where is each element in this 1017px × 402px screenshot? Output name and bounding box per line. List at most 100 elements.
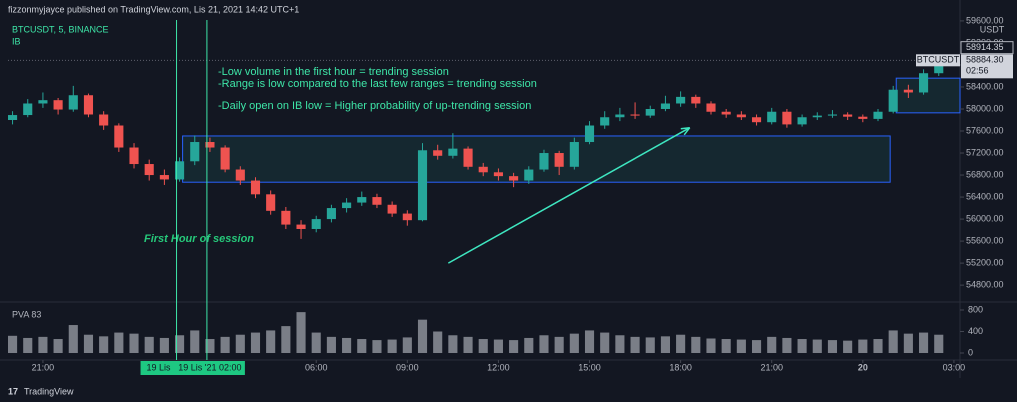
volume-bar xyxy=(342,337,352,354)
candle-body xyxy=(493,172,503,177)
volume-bar xyxy=(38,336,48,354)
candle-body xyxy=(919,73,929,93)
candle-body xyxy=(311,219,321,229)
candle-body xyxy=(615,114,625,118)
volume-bar xyxy=(433,331,443,354)
volume-tick-label: 400 xyxy=(968,326,983,336)
session-note: First Hour of session xyxy=(144,233,254,245)
candle-body xyxy=(433,150,443,156)
candle-body xyxy=(250,180,261,195)
last-price-label: 58884.30 xyxy=(966,55,1004,65)
candle-body xyxy=(281,210,291,225)
x-tick-label: 15:00 xyxy=(578,362,601,372)
publisher: fizzonmyjayce published on TradingView.c… xyxy=(8,4,299,14)
volume-bar xyxy=(417,319,428,354)
volume-bar xyxy=(311,332,321,354)
countdown: 02:56 xyxy=(966,66,989,76)
candle-body xyxy=(782,111,792,125)
volume-bar xyxy=(919,332,929,354)
candle-body xyxy=(463,148,473,167)
candle-body xyxy=(129,147,139,165)
volume-bar xyxy=(190,330,200,354)
candle-body xyxy=(144,164,154,176)
candle-body xyxy=(342,202,352,209)
volume-bar xyxy=(463,336,473,354)
volume-bar xyxy=(584,330,595,354)
annotation: -Range is low compared to the last few r… xyxy=(218,78,537,90)
candle-body xyxy=(402,213,412,221)
x-tick-label: 03:00 xyxy=(943,362,966,372)
volume-tick-label: 800 xyxy=(968,304,983,314)
volume-bar xyxy=(888,330,898,354)
candle-body xyxy=(68,95,78,110)
volume-bar xyxy=(873,339,883,354)
annotation: -Low volume in the first hour = trending… xyxy=(218,66,449,78)
volume-bar xyxy=(524,337,534,354)
candle-body xyxy=(660,103,670,109)
candle-body xyxy=(903,89,913,93)
candle-body xyxy=(8,115,18,120)
candle-body xyxy=(736,114,746,118)
volume-bar xyxy=(843,340,853,354)
candle-body xyxy=(539,153,549,170)
candle-body xyxy=(676,96,686,104)
volume-bar xyxy=(509,340,519,354)
candle-body xyxy=(509,176,519,181)
trend-arrow xyxy=(447,127,691,264)
indicator-label: IB xyxy=(12,36,21,46)
high-price-box xyxy=(960,41,1014,55)
volume-bar xyxy=(281,326,291,354)
candle-body xyxy=(706,103,716,112)
candle-body xyxy=(53,100,63,110)
x-tick-label: 18:00 xyxy=(669,362,692,372)
volume-bar xyxy=(827,340,838,354)
symbol-tag: BTCUSDT xyxy=(917,55,960,65)
candle-body xyxy=(114,125,124,148)
candle-body xyxy=(827,114,838,116)
high-price-label: 58914.35 xyxy=(966,42,1004,52)
volume-bar xyxy=(721,339,731,354)
candle-body xyxy=(934,60,944,74)
candle-body xyxy=(190,142,200,162)
candle-body xyxy=(372,197,382,205)
volume-bar xyxy=(266,330,276,354)
volume-bar xyxy=(8,335,18,354)
y-tick-label: 59600.00 xyxy=(966,15,1004,25)
volume-bar xyxy=(736,339,746,354)
candle-body xyxy=(205,142,215,148)
volume-bar xyxy=(235,334,245,354)
candle-body xyxy=(296,224,306,229)
x-tick-label: 06:00 xyxy=(305,362,328,372)
candle-body xyxy=(417,150,428,221)
candle-body xyxy=(478,166,488,173)
volume-bar xyxy=(357,339,367,354)
candle-body xyxy=(554,153,564,167)
x-tick-label: 21:00 xyxy=(32,362,55,372)
candle-body xyxy=(812,115,822,118)
volume-bar xyxy=(782,337,792,354)
candle-body xyxy=(235,169,245,181)
volume-bar xyxy=(645,337,655,354)
y-tick-label: 55600.00 xyxy=(966,235,1004,245)
volume-bar xyxy=(402,337,412,354)
candle-body xyxy=(645,108,655,116)
candle-body xyxy=(524,169,534,181)
volume-bar xyxy=(676,334,686,354)
y-tick-label: 58000.00 xyxy=(966,103,1004,113)
volume-bar xyxy=(326,336,336,354)
candle-body xyxy=(630,114,640,116)
candle-body xyxy=(99,114,109,126)
candle-body xyxy=(873,111,883,119)
x-tick-label: 12:00 xyxy=(487,362,510,372)
candle-body xyxy=(751,117,762,123)
volume-bar xyxy=(99,336,109,354)
volume-bar xyxy=(114,332,124,354)
candle-body xyxy=(858,116,868,119)
ib-range xyxy=(182,135,891,183)
volume-bar xyxy=(691,336,701,354)
symbol-tag-box xyxy=(916,54,960,67)
candle-body xyxy=(721,111,731,115)
y-tick-label: 55200.00 xyxy=(966,257,1004,267)
candle-body xyxy=(159,175,169,180)
